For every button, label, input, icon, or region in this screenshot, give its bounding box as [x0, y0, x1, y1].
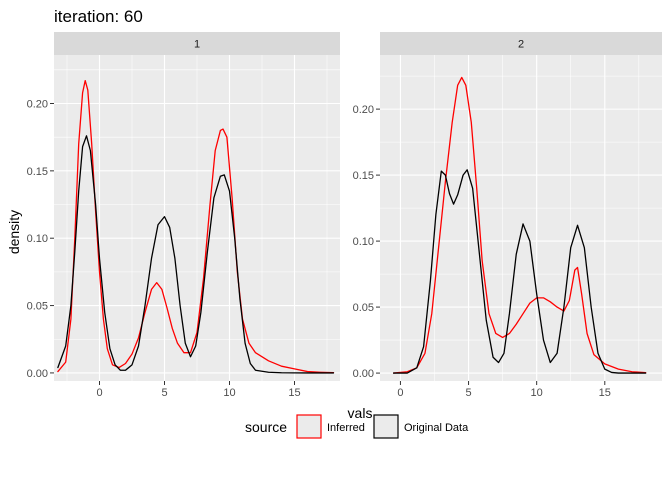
chart-title: iteration: 60	[54, 7, 143, 26]
x-tick-label: 5	[465, 387, 471, 399]
y-tick-label: 0.20	[27, 98, 48, 110]
legend-key	[373, 414, 399, 439]
y-tick-label: 0.05	[27, 301, 48, 313]
x-tick-label: 0	[397, 387, 403, 399]
x-tick-label: 15	[599, 387, 611, 399]
y-tick-label: 0.10	[27, 233, 48, 245]
x-tick-label: 0	[96, 387, 102, 399]
series-line-original-data	[392, 169, 647, 374]
legend-title: source	[245, 419, 287, 435]
legend-label: Inferred	[327, 422, 365, 434]
y-tick-label: 0.10	[353, 236, 374, 248]
legend-entry-inferred: Inferred	[296, 414, 365, 439]
y-tick-label: 0.20	[353, 104, 374, 116]
x-tick-label: 5	[161, 387, 167, 399]
series-line-inferred	[392, 76, 647, 374]
panel-background	[380, 55, 662, 381]
facet-panel-1: 10 5 10 150.000.050.100.150.20	[27, 32, 340, 399]
legend-label: Original Data	[404, 422, 469, 434]
facet-panel-2: 2 0 5 10 15 0.00 0.05 0.10 0.15 0.20	[353, 32, 662, 399]
legend: source Inferred Original Data	[245, 414, 469, 439]
x-tick-label: 10	[531, 387, 543, 399]
y-tick-label: 0.15	[27, 166, 48, 178]
facet-strip-2	[380, 32, 662, 55]
y-tick-label: 0.15	[353, 170, 374, 182]
y-axis-title: density	[6, 210, 22, 254]
facet-strip-label: 2	[518, 39, 524, 51]
legend-key	[296, 414, 322, 439]
legend-entry-original-data: Original Data	[373, 414, 469, 439]
y-tick-label: 0.05	[353, 302, 374, 314]
facet-strip-1	[54, 32, 340, 55]
x-tick-label: 10	[223, 387, 235, 399]
facet-strip-label: 1	[194, 39, 200, 51]
series-line-original-data	[57, 135, 335, 374]
series-line-inferred	[57, 79, 335, 374]
y-tick-label: 0.00	[27, 368, 48, 380]
x-tick-label: 15	[288, 387, 300, 399]
x-axis-title: vals	[348, 405, 373, 421]
y-tick-label: 0.00	[353, 368, 374, 380]
